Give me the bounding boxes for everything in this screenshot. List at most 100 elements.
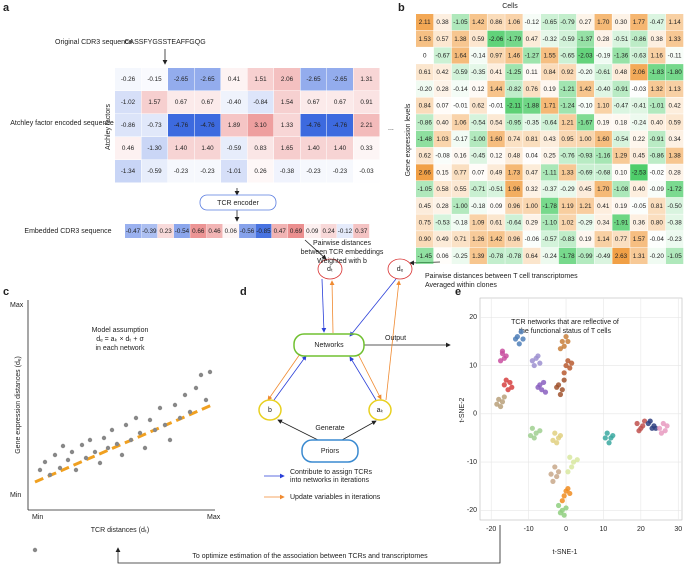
matrix-value: -0.20 bbox=[578, 69, 593, 76]
point bbox=[563, 334, 569, 340]
point bbox=[550, 437, 556, 443]
matrix-cell bbox=[594, 64, 612, 81]
point bbox=[563, 362, 569, 369]
matrix-cell bbox=[558, 147, 577, 164]
matrix-value: -0.41 bbox=[632, 103, 647, 110]
matrix-value: 0.28 bbox=[668, 169, 681, 176]
matrix-value: -0.12 bbox=[525, 19, 540, 26]
matrix-value: -0.64 bbox=[542, 119, 557, 126]
point bbox=[561, 377, 567, 383]
matrix-value: 1.00 bbox=[579, 136, 592, 143]
matrix-value: 0.28 bbox=[436, 203, 449, 210]
matrix-cell bbox=[505, 30, 523, 47]
matrix-cell bbox=[141, 114, 168, 137]
point bbox=[561, 493, 567, 499]
matrix-cell bbox=[540, 147, 559, 164]
point bbox=[542, 389, 549, 395]
axis-label: Atchley factors bbox=[105, 104, 112, 150]
matrix-cell bbox=[540, 114, 559, 131]
matrix-value: 1.33 bbox=[668, 36, 681, 43]
matrix-cell bbox=[576, 130, 595, 148]
embedded-cell bbox=[353, 224, 370, 238]
point bbox=[529, 358, 535, 364]
matrix-value: 0.48 bbox=[615, 69, 628, 76]
matrix-value: 0.28 bbox=[436, 86, 449, 93]
matrix-cell bbox=[648, 130, 666, 148]
matrix-cell bbox=[612, 214, 630, 231]
matrix-cell bbox=[327, 91, 353, 114]
matrix-value: -1.24 bbox=[560, 103, 575, 110]
matrix-value: 0.16 bbox=[454, 153, 467, 160]
matrix-value: 0.12 bbox=[472, 86, 485, 93]
point bbox=[509, 384, 515, 390]
axis-label: TCR distances (dₜ) bbox=[91, 527, 149, 534]
matrix-cell bbox=[505, 97, 523, 114]
matrix-cell bbox=[451, 30, 470, 47]
matrix-cell bbox=[648, 147, 666, 164]
matrix-value: -0.03 bbox=[632, 86, 647, 93]
point bbox=[567, 454, 573, 460]
matrix-cell bbox=[558, 214, 577, 231]
point bbox=[518, 329, 524, 335]
matrix-value: 1.26 bbox=[472, 236, 485, 243]
point bbox=[606, 440, 612, 446]
x-tick-label: 20 bbox=[637, 526, 645, 533]
matrix-cell bbox=[594, 147, 612, 164]
matrix-cell bbox=[523, 130, 541, 148]
matrix-cell bbox=[469, 147, 487, 164]
matrix-cell bbox=[665, 214, 684, 231]
matrix-value: -0.23 bbox=[306, 168, 321, 175]
matrix-cell bbox=[612, 147, 630, 164]
matrix-cell bbox=[540, 80, 559, 97]
point bbox=[653, 425, 659, 431]
matrix-cell bbox=[194, 160, 221, 183]
matrix-value: -0.20 bbox=[418, 86, 433, 93]
matrix-value: -0.29 bbox=[578, 219, 593, 226]
matrix-value: -0.17 bbox=[453, 136, 468, 143]
node-label: b bbox=[268, 407, 272, 414]
matrix-cell bbox=[416, 97, 434, 114]
matrix-cell bbox=[433, 214, 452, 231]
matrix-cell bbox=[612, 181, 630, 198]
matrix-value: -0.23 bbox=[667, 236, 682, 243]
matrix-value: -0.10 bbox=[578, 103, 593, 110]
matrix-value: 1.14 bbox=[597, 236, 610, 243]
matrix-cell bbox=[648, 97, 666, 114]
matrix-cell bbox=[194, 91, 221, 114]
matrix-value: 0.45 bbox=[579, 186, 592, 193]
matrix-value: 0.30 bbox=[615, 19, 628, 26]
matrix-cell bbox=[630, 47, 648, 64]
matrix-value: -0.53 bbox=[435, 219, 450, 226]
matrix-cell bbox=[194, 114, 221, 137]
matrix-value: -2.65 bbox=[200, 76, 215, 83]
point bbox=[574, 457, 580, 463]
matrix-cell bbox=[648, 30, 666, 47]
matrix-value: 1.16 bbox=[651, 52, 664, 59]
matrix-value: 0.58 bbox=[436, 186, 449, 193]
matrix-value: -0.09 bbox=[650, 186, 665, 193]
matrix-value: -2.03 bbox=[578, 52, 593, 59]
matrix-cell bbox=[451, 130, 470, 148]
matrix-value: 0.59 bbox=[668, 119, 681, 126]
legend-text: into networks in iterations bbox=[290, 477, 369, 484]
point bbox=[656, 425, 663, 431]
matrix-cell bbox=[487, 214, 505, 231]
point bbox=[497, 403, 504, 410]
matrix-cell bbox=[469, 197, 487, 214]
point bbox=[559, 338, 565, 345]
matrix-value: 2.06 bbox=[633, 69, 646, 76]
matrix-value: -0.59 bbox=[227, 145, 242, 152]
matrix-cell bbox=[221, 114, 247, 137]
matrix-cell bbox=[630, 231, 648, 248]
matrix-cell bbox=[487, 247, 505, 264]
matrix-cell bbox=[433, 114, 452, 131]
matrix-value: 0.27 bbox=[579, 19, 592, 26]
matrix-cell bbox=[274, 160, 300, 183]
matrix-cell bbox=[300, 160, 327, 183]
y-tick-label: -10 bbox=[467, 459, 477, 466]
matrix-cell bbox=[505, 231, 523, 248]
matrix-cell bbox=[469, 247, 487, 264]
matrix-value: 0.33 bbox=[360, 145, 373, 152]
matrix-value: 1.31 bbox=[633, 253, 646, 260]
matrix-cell bbox=[665, 114, 684, 131]
